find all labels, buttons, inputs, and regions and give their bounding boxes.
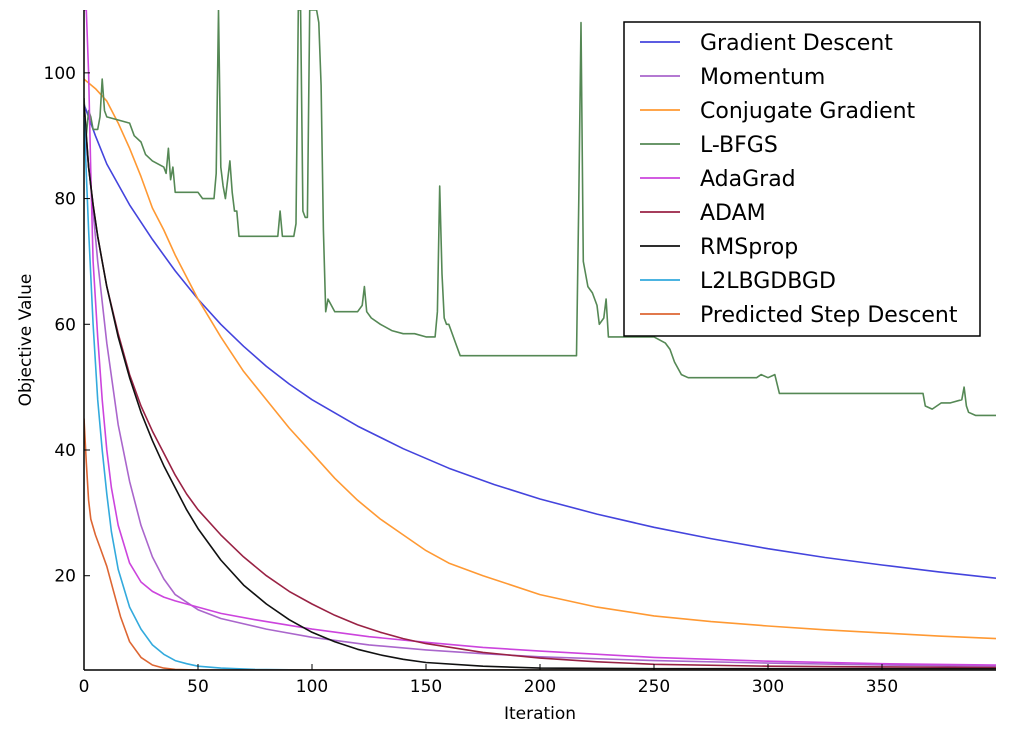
legend-label-adam: ADAM <box>700 201 766 226</box>
x-axis-label: Iteration <box>504 704 576 724</box>
y-tick-label: 60 <box>54 315 76 335</box>
series-line-conjugate-gradient <box>84 78 996 640</box>
y-ticks: 20 40 60 80 100 <box>44 64 90 587</box>
series-line-adagrad <box>84 10 996 666</box>
legend-label-gradient-descent: Gradient Descent <box>700 31 893 56</box>
legend-label-momentum: Momentum <box>700 65 825 90</box>
x-tick-label: 350 <box>866 677 898 697</box>
series-layer <box>84 10 996 670</box>
legend: Gradient Descent Momentum Conjugate Gradie… <box>623 21 981 337</box>
legend-items: Gradient Descent Momentum Conjugate Gradie… <box>640 31 958 328</box>
x-tick-label: 0 <box>79 677 90 697</box>
plot-area <box>83 10 996 671</box>
legend-label-l-bfgs: L-BFGS <box>700 133 778 158</box>
x-tick-label: 100 <box>296 677 328 697</box>
legend-label-adagrad: AdaGrad <box>700 167 796 192</box>
y-tick-label: 100 <box>44 64 76 84</box>
legend-frame <box>623 21 981 337</box>
legend-label-rmsprop: RMSprop <box>700 235 798 260</box>
legend-label-predicted-step-descent: Predicted Step Descent <box>700 303 958 328</box>
x-ticks: 0 50 100 150 200 250 300 350 <box>79 664 898 697</box>
x-tick-label: 300 <box>752 677 784 697</box>
y-tick-label: 80 <box>54 190 76 210</box>
y-axis-label: Objective Value <box>16 274 36 407</box>
y-tick-label: 20 <box>54 567 76 587</box>
series-line-l-bfgs <box>84 10 996 417</box>
x-tick-label: 250 <box>638 677 670 697</box>
y-tick-label: 40 <box>54 441 76 461</box>
series-line-gradient-descent <box>84 104 996 579</box>
legend-label-l2lbgdbgd: L2LBGDBGD <box>700 269 836 294</box>
legend-label-conjugate-gradient: Conjugate Gradient <box>700 99 916 124</box>
series-line-rmsprop <box>84 104 996 670</box>
x-tick-label: 200 <box>524 677 556 697</box>
series-line-predicted-step-descent <box>84 418 996 670</box>
x-tick-label: 50 <box>187 677 209 697</box>
x-tick-label: 150 <box>410 677 442 697</box>
series-line-momentum <box>84 123 996 667</box>
